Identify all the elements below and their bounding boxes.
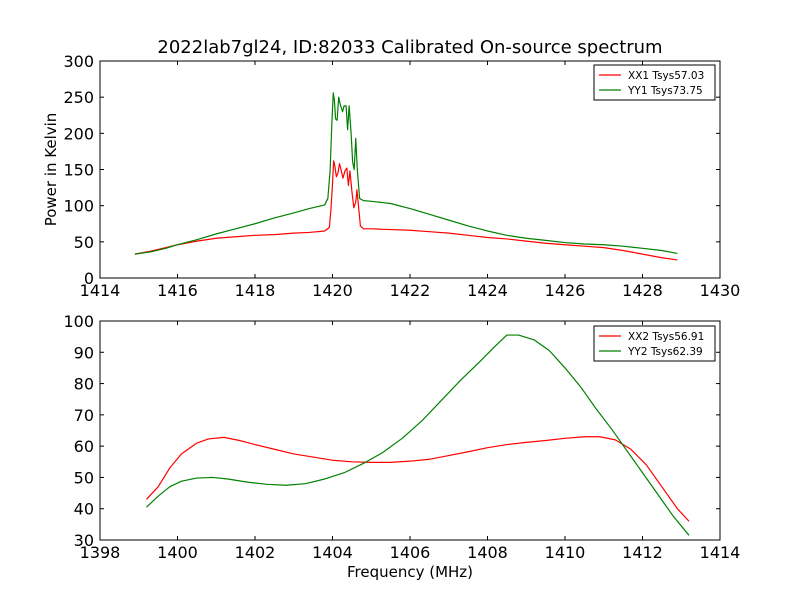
- plot2-xtick-label-6: 1410: [545, 543, 586, 562]
- plot2-ytick-label-2: 50: [74, 468, 94, 487]
- plot1-legend-box: [593, 64, 716, 101]
- plot1-xtick-label-3: 1420: [312, 281, 353, 300]
- plot1-ytick-label-6: 300: [63, 52, 94, 71]
- plot2-ytick-label-6: 90: [74, 343, 94, 362]
- plot1-ytick-label-3: 150: [63, 161, 94, 180]
- plot1-xtick-label-7: 1428: [622, 281, 663, 300]
- plot1-xtick-label-2: 1418: [235, 281, 276, 300]
- plot1-legend: XX1 Tsys57.03 YY1 Tsys73.75: [593, 64, 716, 101]
- plot2-xtick-label-7: 1412: [622, 543, 663, 562]
- plot2-xtick-label-4: 1406: [390, 543, 431, 562]
- figure-title: 2022lab7gl24, ID:82033 Calibrated On-sou…: [157, 37, 662, 58]
- plot1-xtick-label-5: 1424: [467, 281, 508, 300]
- plot2-legend-label-2: YY2 Tsys62.39: [627, 346, 703, 358]
- plot1-ylabel: Power in Kelvin: [42, 113, 60, 227]
- plot1-ytick-label-2: 100: [63, 197, 94, 216]
- plot1-ytick-label-0: 0: [84, 269, 94, 288]
- plot2-xtick-label-5: 1408: [467, 543, 508, 562]
- plot1-xtick-label-0: 1414: [80, 281, 121, 300]
- plot2-ytick-label-1: 40: [74, 500, 94, 519]
- plot1-xtick-label-1: 1416: [157, 281, 198, 300]
- plot1-xtick-label-8: 1430: [700, 281, 741, 300]
- plot2-ytick-label-0: 30: [74, 531, 94, 550]
- plot2-xtick-label-1: 1400: [157, 543, 198, 562]
- plot2-ytick-label-7: 100: [63, 312, 94, 331]
- plot1-ytick-label-5: 250: [63, 88, 94, 107]
- plot1-ytick-label-1: 50: [74, 233, 94, 252]
- plots: 1414 1416 1418 1420 1422 1424 1426 1428 14300501…: [42, 52, 740, 581]
- plot2-ytick-label-4: 70: [74, 406, 94, 425]
- plot1-xtick-label-6: 1426: [545, 281, 586, 300]
- plot2-legend-box: [593, 325, 716, 362]
- plot2-ytick-label-3: 60: [74, 437, 94, 456]
- plot2-xtick-label-0: 1398: [80, 543, 121, 562]
- plot2-legend-label-1: XX2 Tsys56.91: [628, 331, 704, 343]
- plot2-series-line-1: [146, 436, 690, 522]
- plot2-ytick-label-5: 80: [74, 375, 94, 394]
- plot1-series-line-2: [134, 92, 678, 255]
- plot1: 1414 1416 1418 1420 1422 1424 1426 1428 1430 0 50 1…: [42, 52, 740, 300]
- plot2-xlabel: Frequency (MHz): [347, 563, 473, 581]
- plot2: 1398 1400 1402 1404 1406 1408 1410 1412 1414 30 40…: [63, 312, 740, 581]
- plot2-series-line-2: [146, 334, 690, 536]
- plot2-xtick-label-3: 1404: [312, 543, 353, 562]
- plot1-ytick-label-4: 200: [63, 124, 94, 143]
- plot1-series-line-1: [134, 160, 678, 261]
- plot2-legend: XX2 Tsys56.91 YY2 Tsys62.39: [593, 325, 716, 362]
- plot1-xtick-label-4: 1422: [390, 281, 431, 300]
- plot2-xtick-label-8: 1414: [700, 543, 741, 562]
- plot1-legend-label-2: YY1 Tsys73.75: [627, 85, 703, 97]
- plot1-legend-label-1: XX1 Tsys57.03: [628, 70, 704, 82]
- plot2-xtick-label-2: 1402: [235, 543, 276, 562]
